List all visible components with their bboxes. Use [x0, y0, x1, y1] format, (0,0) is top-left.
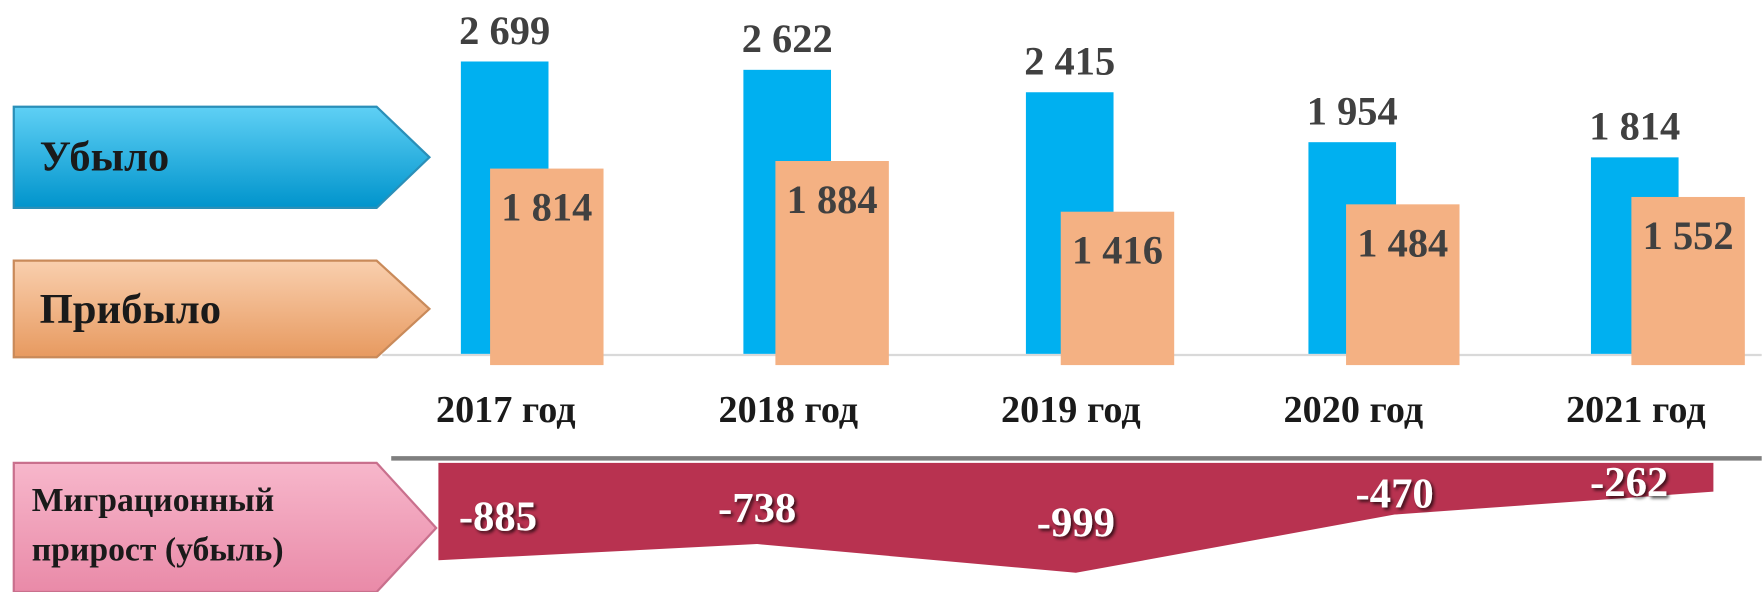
- x-tick-label: 2020 год: [1284, 389, 1424, 431]
- value-label: 2 622: [742, 16, 833, 61]
- value-label: 1 814: [1589, 104, 1680, 149]
- area: [438, 462, 1714, 573]
- bar: [775, 161, 889, 366]
- value-label: 1 814: [501, 185, 592, 230]
- legend-label: Убыло: [40, 133, 170, 180]
- value-label: 1 884: [787, 177, 878, 222]
- value-label: 1 484: [1357, 220, 1448, 265]
- x-tick-label: 2017 год: [436, 389, 576, 431]
- value-label: -885: [459, 493, 537, 540]
- legend-label: Прибыло: [40, 286, 221, 333]
- bar: [490, 168, 604, 366]
- bar: [1631, 196, 1745, 366]
- value-label: -470: [1356, 470, 1434, 517]
- value-label: 1 954: [1307, 89, 1398, 134]
- bar: [1346, 204, 1460, 366]
- bar: [1060, 211, 1175, 366]
- value-label: -262: [1590, 459, 1668, 506]
- legend-arrow: [12, 259, 432, 359]
- legend-arrow: [12, 105, 432, 209]
- value-label: 2 699: [459, 8, 550, 53]
- value-label: 2 415: [1024, 39, 1115, 84]
- value-label: -999: [1037, 500, 1115, 547]
- x-tick-label: 2019 год: [1001, 389, 1141, 431]
- value-label: 1 416: [1072, 228, 1163, 273]
- legend-box: Миграционный прирост (убыль): [31, 481, 284, 569]
- value-label: 1 552: [1643, 213, 1734, 258]
- x-tick-label: 2021 год: [1566, 389, 1706, 431]
- value-label: -738: [718, 485, 796, 532]
- legend-arrow: [12, 461, 438, 592]
- legend-label: Миграционный прирост (убыль): [31, 481, 284, 569]
- x-tick-label: 2018 год: [719, 389, 859, 431]
